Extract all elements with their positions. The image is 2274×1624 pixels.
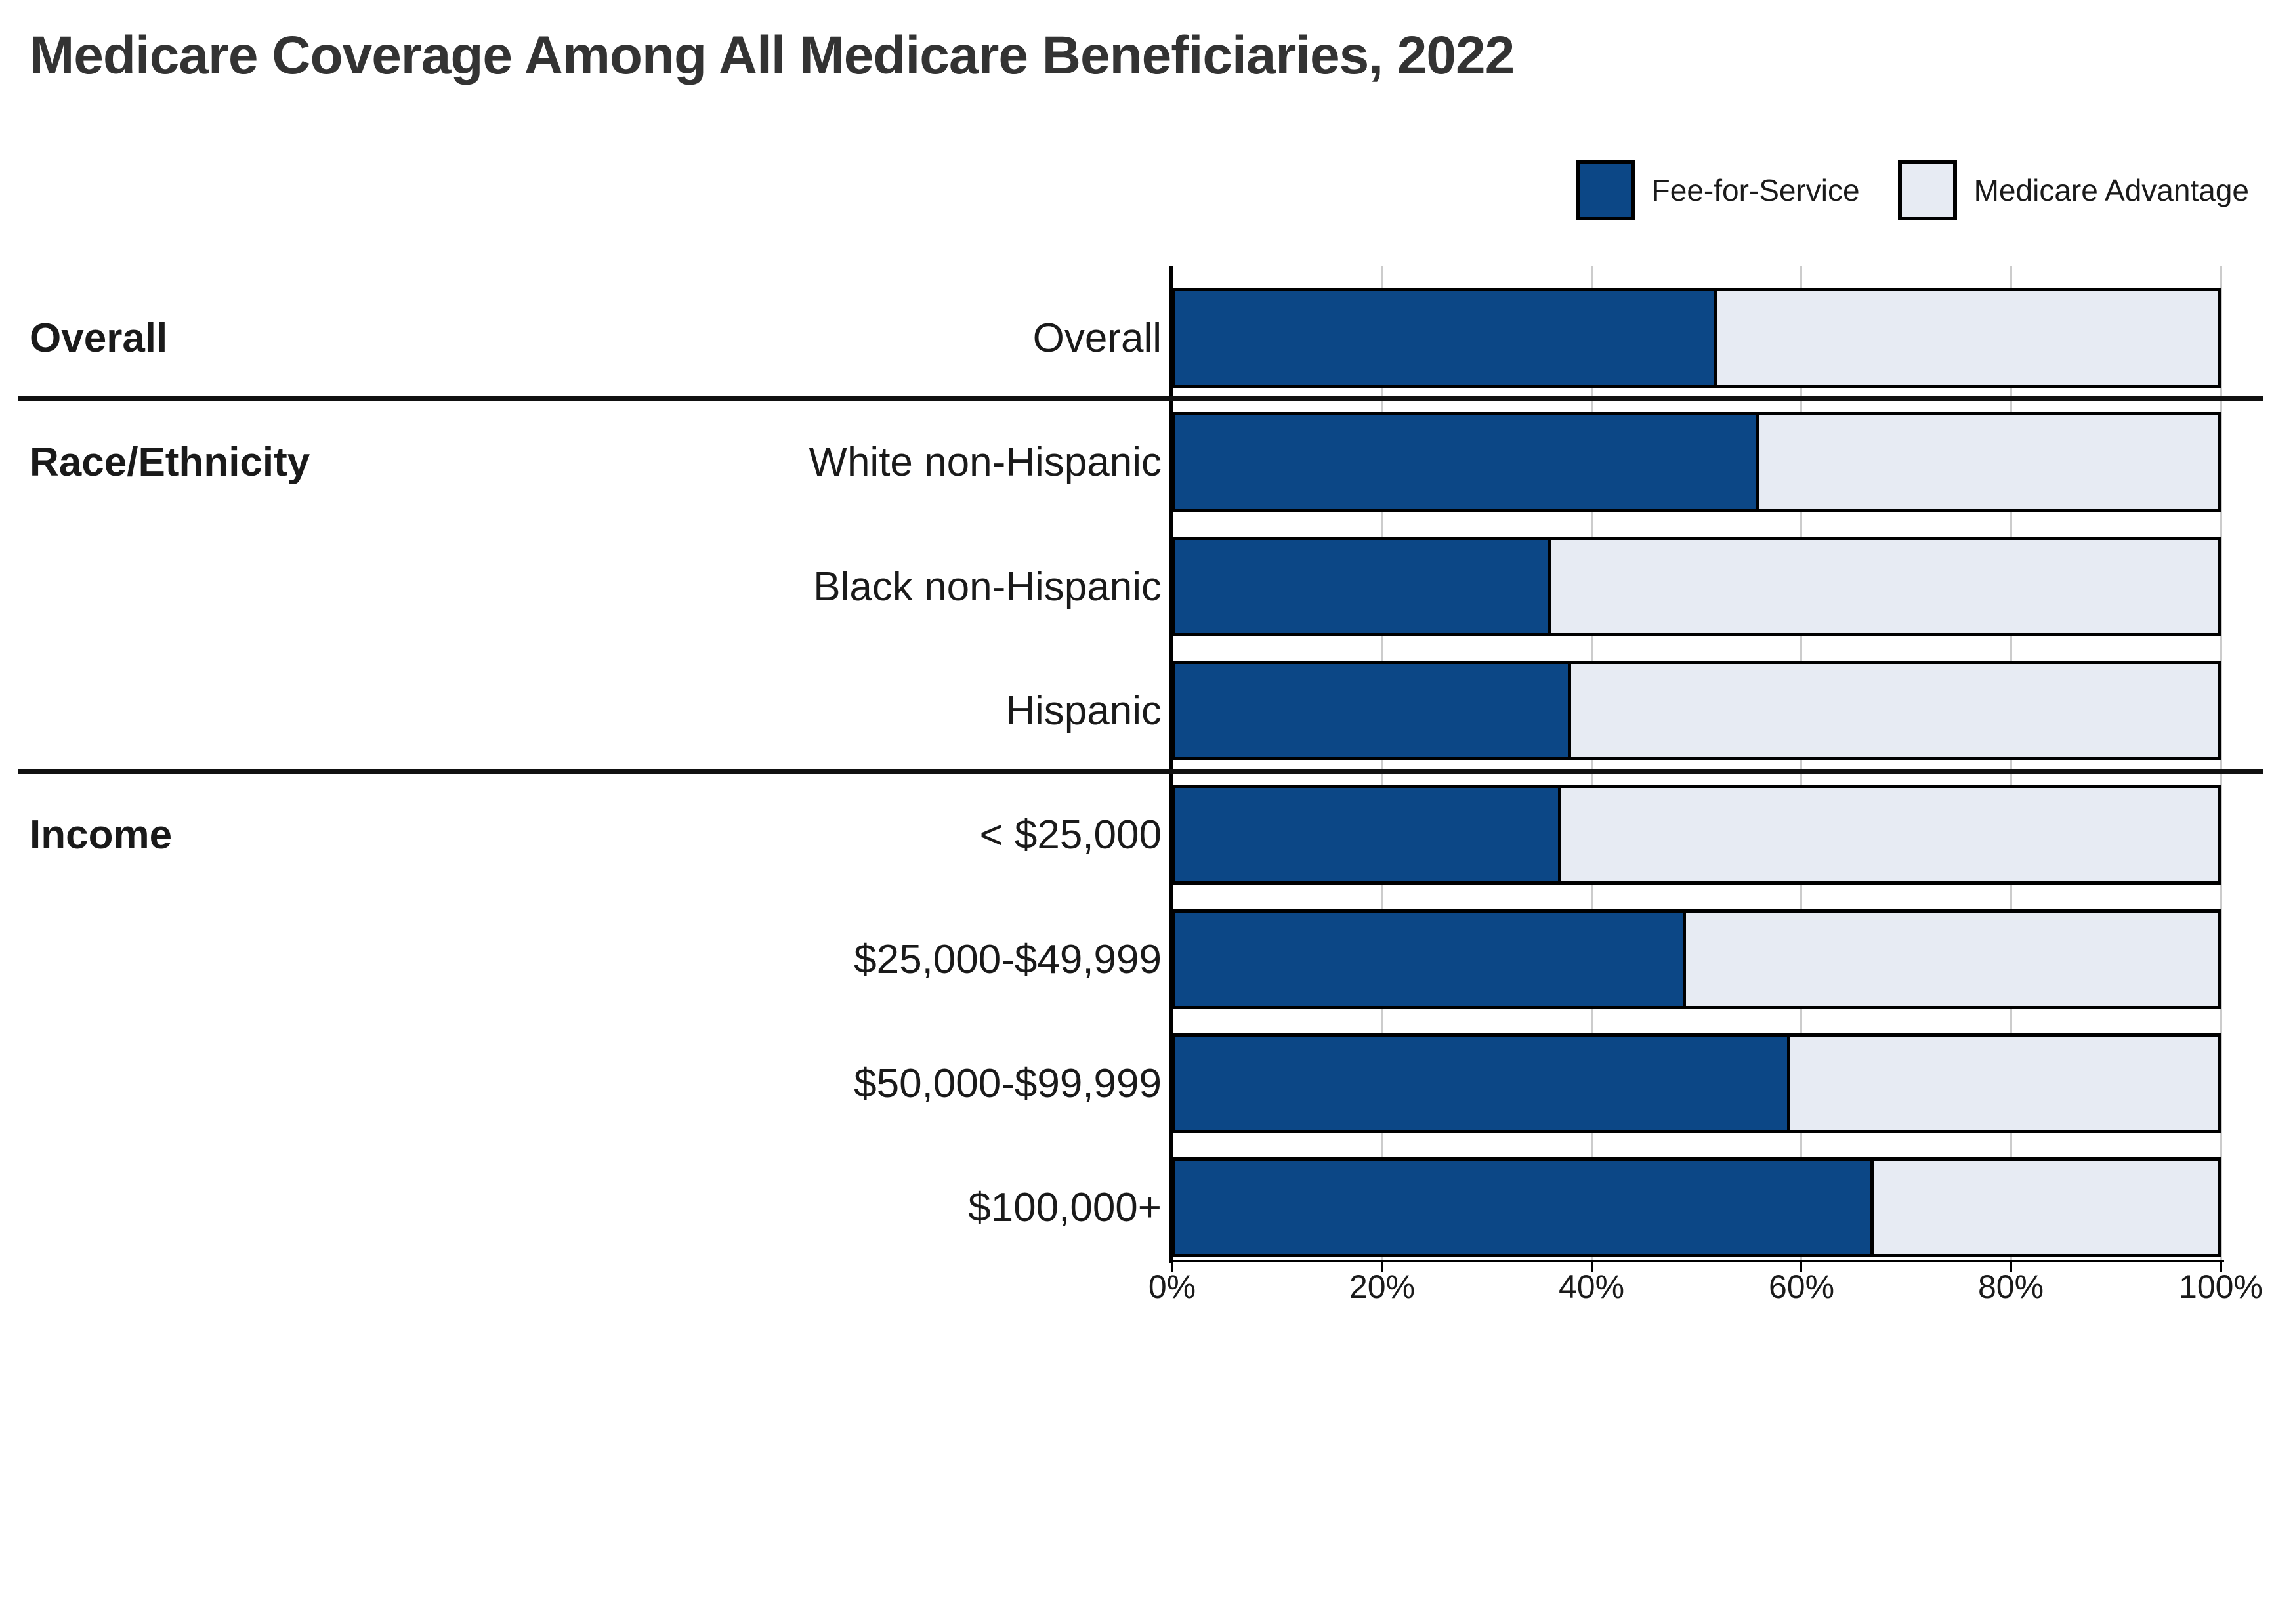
bar-overall-fee-for-service-segment xyxy=(1175,291,1717,385)
bar-overall xyxy=(1172,288,2221,388)
x-axis-line xyxy=(1169,1260,2224,1262)
row-label-25-000: < $25,000 xyxy=(979,812,1162,858)
gridline-60 xyxy=(1800,266,1802,1260)
bar-50-000-99-999 xyxy=(1172,1033,2221,1133)
bar-hispanic xyxy=(1172,661,2221,760)
row-label-black-non-hispanic: Black non-Hispanic xyxy=(813,564,1162,610)
gridline-80 xyxy=(2010,266,2012,1260)
gridline-100 xyxy=(2220,266,2222,1260)
row-label-25-000-49-999: $25,000-$49,999 xyxy=(854,936,1162,982)
legend-label-fee-for-service: Fee-for-Service xyxy=(1651,173,1860,207)
y-axis-line xyxy=(1169,266,1173,1263)
gridline-20 xyxy=(1381,266,1383,1260)
bar-hispanic-fee-for-service-segment xyxy=(1175,664,1572,757)
medicare-advantage-swatch-icon xyxy=(1897,160,1957,220)
x-tick-label-60: 60% xyxy=(1768,1268,1835,1305)
chart-title: Medicare Coverage Among All Medicare Ben… xyxy=(30,26,1515,85)
section-label-income: Income xyxy=(30,812,173,858)
bar-25-000-fee-for-service-segment xyxy=(1175,788,1561,881)
x-tick-label-40: 40% xyxy=(1558,1268,1625,1305)
legend: Fee-for-Service Medicare Advantage xyxy=(1575,160,2249,220)
x-tick-label-0: 0% xyxy=(1148,1268,1196,1305)
bar-white-non-hispanic xyxy=(1172,412,2221,512)
row-label-hispanic: Hispanic xyxy=(1005,688,1162,734)
x-tick-0 xyxy=(1171,1260,1173,1272)
section-divider-income xyxy=(18,769,2263,774)
legend-item-fee-for-service: Fee-for-Service xyxy=(1575,160,1860,220)
bar-50-000-99-999-fee-for-service-segment xyxy=(1175,1037,1790,1130)
bar-25-000-49-999 xyxy=(1172,909,2221,1009)
x-tick-label-80: 80% xyxy=(1977,1268,2044,1305)
fee-for-service-swatch-icon xyxy=(1575,160,1635,220)
legend-item-medicare-advantage: Medicare Advantage xyxy=(1897,160,2249,220)
x-tick-label-20: 20% xyxy=(1349,1268,1416,1305)
bar-25-000 xyxy=(1172,785,2221,885)
x-tick-40 xyxy=(1591,1260,1593,1272)
section-label-overall: Overall xyxy=(30,315,168,361)
row-label-overall: Overall xyxy=(1032,315,1162,361)
row-label-50-000-99-999: $50,000-$99,999 xyxy=(854,1060,1162,1106)
x-tick-100 xyxy=(2220,1260,2222,1272)
bar-100-000-fee-for-service-segment xyxy=(1175,1161,1874,1254)
bar-black-non-hispanic-fee-for-service-segment xyxy=(1175,540,1551,633)
x-tick-20 xyxy=(1381,1260,1383,1272)
row-label-100-000: $100,000+ xyxy=(968,1184,1162,1230)
bar-25-000-49-999-fee-for-service-segment xyxy=(1175,913,1687,1006)
x-tick-80 xyxy=(2010,1260,2012,1272)
gridline-40 xyxy=(1591,266,1593,1260)
section-divider-race-ethnicity xyxy=(18,396,2263,401)
legend-label-medicare-advantage: Medicare Advantage xyxy=(1973,173,2249,207)
bar-100-000 xyxy=(1172,1157,2221,1257)
x-tick-60 xyxy=(1800,1260,1802,1272)
bar-black-non-hispanic xyxy=(1172,537,2221,636)
x-tick-label-100: 100% xyxy=(2179,1268,2263,1305)
section-label-race-ethnicity: Race/Ethnicity xyxy=(30,439,310,485)
row-label-white-non-hispanic: White non-Hispanic xyxy=(809,439,1162,485)
bar-white-non-hispanic-fee-for-service-segment xyxy=(1175,415,1759,509)
